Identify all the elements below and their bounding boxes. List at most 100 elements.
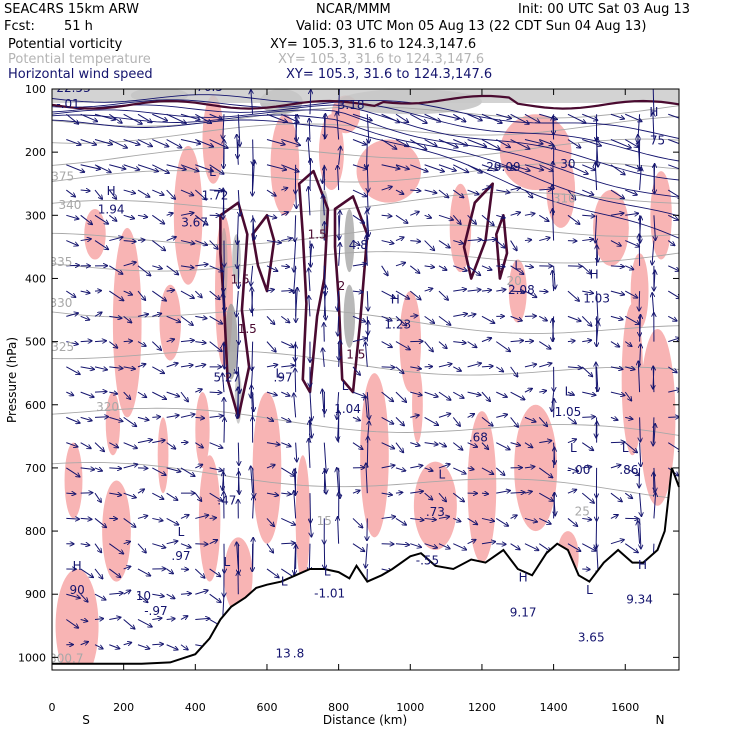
wind-vector bbox=[395, 518, 406, 524]
field-label-layer: 375340335330325320300.72022.53-.01H1.94L… bbox=[51, 89, 665, 665]
wind-vector bbox=[94, 189, 102, 199]
wind-vector bbox=[510, 240, 517, 251]
wind-vector bbox=[625, 139, 638, 147]
wind-vector bbox=[624, 543, 638, 553]
wind-vector bbox=[610, 391, 624, 395]
wind-vector bbox=[80, 214, 92, 224]
wind-vector bbox=[137, 489, 144, 494]
wind-vector bbox=[410, 466, 422, 468]
wind-vector bbox=[123, 567, 131, 569]
wind-vector bbox=[610, 266, 624, 267]
wind-vector bbox=[367, 114, 369, 142]
wind-vector bbox=[94, 139, 112, 145]
wind-vector bbox=[223, 294, 224, 317]
x-tick-label: 1600 bbox=[611, 701, 639, 714]
wind-vector bbox=[166, 189, 175, 199]
wind-vector bbox=[424, 266, 434, 267]
field-label: L bbox=[342, 379, 349, 393]
wind-vector bbox=[410, 139, 426, 150]
wind-vector bbox=[452, 442, 462, 450]
field-label: L bbox=[586, 583, 593, 597]
wind-vector bbox=[281, 416, 290, 421]
wind-vector bbox=[66, 113, 78, 124]
wind-vector bbox=[654, 493, 656, 519]
x-tick-label: 800 bbox=[328, 701, 349, 714]
wind-vector bbox=[123, 262, 136, 267]
wind-vector bbox=[481, 187, 491, 191]
wind-vector bbox=[80, 113, 97, 121]
wind-vector bbox=[109, 392, 117, 394]
wind-vector bbox=[668, 389, 679, 392]
wind-vector bbox=[152, 189, 163, 195]
wind-vector bbox=[596, 363, 597, 393]
wind-vector bbox=[424, 543, 437, 548]
wind-vector bbox=[66, 416, 79, 423]
wind-vector bbox=[438, 164, 456, 171]
wind-vector bbox=[610, 442, 625, 443]
wind-vector bbox=[152, 314, 161, 317]
wind-vector bbox=[438, 364, 452, 368]
wind-vector bbox=[324, 114, 325, 140]
wind-vector bbox=[510, 315, 522, 320]
wind-speed-fill bbox=[159, 284, 181, 361]
wind-vector bbox=[195, 515, 208, 519]
wind-vector bbox=[166, 265, 179, 275]
wind-vector bbox=[209, 468, 223, 471]
wind-vector bbox=[137, 644, 149, 649]
wind-vector bbox=[481, 164, 497, 170]
field-label: 1.5 bbox=[238, 322, 257, 336]
theta-label: 325 bbox=[51, 340, 74, 354]
wind-vector bbox=[452, 417, 460, 426]
wind-vector bbox=[80, 468, 95, 470]
wind-vector bbox=[352, 442, 363, 449]
wind-vector bbox=[294, 265, 296, 293]
wind-vector bbox=[597, 366, 598, 391]
wind-speed-contour bbox=[52, 119, 679, 239]
wind-vector bbox=[410, 113, 426, 123]
field-label: H bbox=[107, 184, 116, 198]
wind-vector bbox=[194, 189, 206, 200]
wind-vector bbox=[94, 518, 106, 527]
wind-vector bbox=[582, 467, 591, 468]
y-tick-label: 700 bbox=[25, 462, 46, 475]
plot-frame bbox=[51, 88, 680, 671]
wind-vector bbox=[582, 139, 601, 146]
wind-speed-fill bbox=[84, 208, 106, 260]
wind-vector bbox=[166, 363, 178, 368]
wind-vector bbox=[209, 392, 222, 393]
pv-contour bbox=[219, 201, 251, 419]
wind-vector bbox=[667, 366, 676, 373]
wind-vector bbox=[582, 164, 595, 170]
wind-vector bbox=[496, 442, 509, 450]
wind-vector bbox=[438, 139, 458, 148]
wind-vector bbox=[539, 341, 550, 349]
wind-vector bbox=[624, 442, 637, 453]
wind-vector bbox=[152, 266, 161, 269]
wind-vector bbox=[510, 291, 524, 292]
wind-speed-fill bbox=[112, 227, 142, 418]
wind-vector bbox=[581, 366, 592, 376]
wind-vector bbox=[266, 417, 273, 421]
wind-vector bbox=[166, 644, 178, 650]
field-label: H bbox=[590, 267, 599, 281]
wind-vector bbox=[152, 543, 165, 548]
wind-vector bbox=[337, 468, 339, 494]
wind-vector bbox=[281, 442, 290, 447]
wind-vector bbox=[180, 365, 193, 367]
wind-vector bbox=[524, 467, 534, 468]
wind-vector bbox=[80, 518, 92, 519]
wind-vector bbox=[195, 316, 206, 318]
wind-vector bbox=[510, 391, 525, 399]
field-label: 1.5 bbox=[346, 348, 365, 362]
wind-vector bbox=[654, 215, 655, 240]
wind-vector bbox=[309, 543, 310, 571]
wind-vector bbox=[266, 543, 273, 553]
wind-vector bbox=[123, 189, 135, 193]
field-label: L bbox=[514, 259, 521, 273]
wind-vector bbox=[510, 543, 520, 550]
wind-vector bbox=[581, 442, 593, 451]
field-label: 1.04 bbox=[334, 402, 361, 416]
field-label: L bbox=[223, 555, 230, 569]
fcst-label: Fcst: bbox=[4, 19, 35, 34]
wind-vector bbox=[266, 365, 277, 367]
